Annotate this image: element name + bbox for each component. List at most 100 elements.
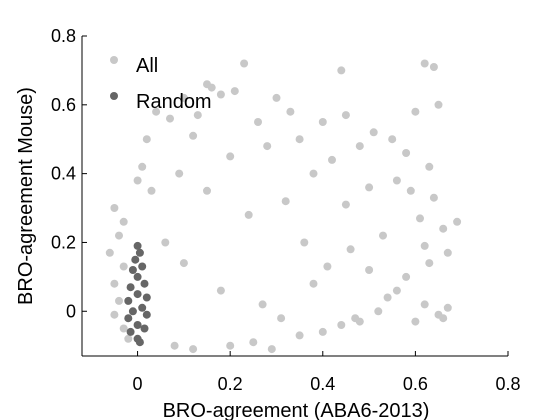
point-all-12 bbox=[434, 100, 443, 109]
point-random-2 bbox=[131, 255, 140, 264]
point-all-11 bbox=[341, 111, 350, 120]
point-all-1 bbox=[420, 59, 429, 68]
points-layer bbox=[105, 59, 462, 354]
point-all-80 bbox=[226, 152, 235, 161]
point-all-19 bbox=[369, 128, 378, 137]
point-all-67 bbox=[119, 324, 128, 333]
point-random-5 bbox=[133, 272, 142, 281]
point-all-27 bbox=[425, 162, 434, 171]
point-all-73 bbox=[323, 262, 332, 271]
point-all-42 bbox=[383, 293, 392, 302]
point-all-84 bbox=[161, 238, 170, 247]
point-random-9 bbox=[142, 293, 151, 302]
point-all-2 bbox=[429, 63, 438, 71]
point-all-6 bbox=[216, 90, 225, 99]
point-all-53 bbox=[226, 341, 235, 350]
point-all-35 bbox=[439, 224, 448, 233]
point-random-17 bbox=[126, 327, 135, 336]
point-random-15 bbox=[133, 321, 142, 329]
legend-label-random: Random bbox=[136, 91, 212, 113]
point-random-11 bbox=[138, 303, 147, 312]
point-all-18 bbox=[318, 118, 327, 126]
point-all-70 bbox=[138, 162, 147, 171]
point-random-8 bbox=[133, 290, 142, 299]
legend-marker-all bbox=[110, 56, 118, 64]
point-all-13 bbox=[411, 107, 420, 116]
point-all-64 bbox=[110, 279, 119, 288]
point-all-41 bbox=[392, 286, 401, 295]
x-tick-label-0: 0 bbox=[133, 374, 143, 394]
point-all-82 bbox=[203, 186, 211, 195]
point-all-54 bbox=[189, 345, 198, 354]
point-random-12 bbox=[128, 307, 137, 316]
point-all-9 bbox=[272, 93, 281, 102]
point-all-60 bbox=[119, 217, 128, 226]
point-all-86 bbox=[216, 286, 225, 295]
point-all-28 bbox=[328, 155, 336, 164]
point-random-4 bbox=[128, 266, 137, 274]
point-all-23 bbox=[295, 135, 304, 144]
x-tick-label-3: 0.6 bbox=[403, 374, 428, 394]
point-random-1 bbox=[135, 248, 144, 257]
point-all-37 bbox=[443, 248, 452, 257]
point-all-74 bbox=[300, 238, 309, 247]
point-random-13 bbox=[142, 310, 151, 319]
point-all-34 bbox=[416, 214, 424, 223]
point-all-38 bbox=[420, 241, 429, 250]
point-all-71 bbox=[147, 186, 156, 195]
point-all-50 bbox=[318, 327, 327, 336]
point-all-21 bbox=[142, 135, 151, 144]
point-all-68 bbox=[124, 334, 133, 343]
point-all-76 bbox=[365, 266, 374, 274]
point-all-81 bbox=[175, 169, 184, 178]
point-random-0 bbox=[133, 241, 142, 250]
point-random-3 bbox=[138, 262, 147, 271]
x-tick-label-2: 0.4 bbox=[310, 374, 335, 394]
point-all-25 bbox=[355, 142, 364, 151]
point-all-8 bbox=[179, 93, 188, 102]
point-all-43 bbox=[420, 300, 429, 309]
point-random-16 bbox=[140, 324, 149, 333]
y-tick-label-4: 0.8 bbox=[51, 26, 76, 46]
point-all-62 bbox=[105, 248, 114, 257]
point-all-26 bbox=[263, 142, 272, 151]
x-axis-label: BRO-agreement (ABA6-2013) bbox=[163, 400, 430, 420]
x-tick-label-1: 0.2 bbox=[218, 374, 243, 394]
point-all-78 bbox=[281, 197, 290, 206]
point-all-65 bbox=[115, 296, 123, 305]
point-all-66 bbox=[110, 310, 119, 319]
point-all-83 bbox=[244, 210, 253, 219]
y-tick-label-0: 0 bbox=[66, 301, 76, 321]
point-all-44 bbox=[443, 303, 452, 312]
point-all-29 bbox=[392, 176, 401, 185]
ticks-layer: 0 0.2 0.4 0.6 0.8 0 0.2 0.4 0.6 0.8 bbox=[51, 26, 521, 394]
point-all-87 bbox=[258, 300, 267, 309]
point-all-15 bbox=[166, 114, 174, 123]
point-all-75 bbox=[346, 245, 355, 254]
point-all-30 bbox=[406, 186, 415, 195]
point-all-59 bbox=[110, 204, 119, 212]
point-all-24 bbox=[402, 149, 411, 157]
legend-marker-random bbox=[110, 92, 118, 100]
point-all-14 bbox=[152, 107, 161, 116]
point-all-85 bbox=[179, 259, 188, 268]
point-all-55 bbox=[170, 341, 179, 350]
point-all-17 bbox=[254, 118, 262, 126]
point-all-56 bbox=[267, 345, 276, 354]
point-all-40 bbox=[402, 272, 411, 281]
point-all-77 bbox=[379, 231, 387, 240]
point-all-57 bbox=[351, 314, 360, 323]
point-all-63 bbox=[119, 262, 128, 271]
point-random-14 bbox=[124, 314, 133, 323]
point-all-58 bbox=[374, 307, 383, 316]
point-all-22 bbox=[189, 131, 198, 140]
point-all-33 bbox=[341, 200, 350, 209]
point-all-32 bbox=[365, 183, 374, 192]
point-all-47 bbox=[411, 317, 420, 326]
point-all-36 bbox=[453, 217, 462, 226]
point-all-61 bbox=[115, 231, 123, 240]
point-all-16 bbox=[193, 111, 202, 120]
point-all-79 bbox=[309, 169, 318, 178]
y-tick-label-1: 0.2 bbox=[51, 232, 76, 252]
